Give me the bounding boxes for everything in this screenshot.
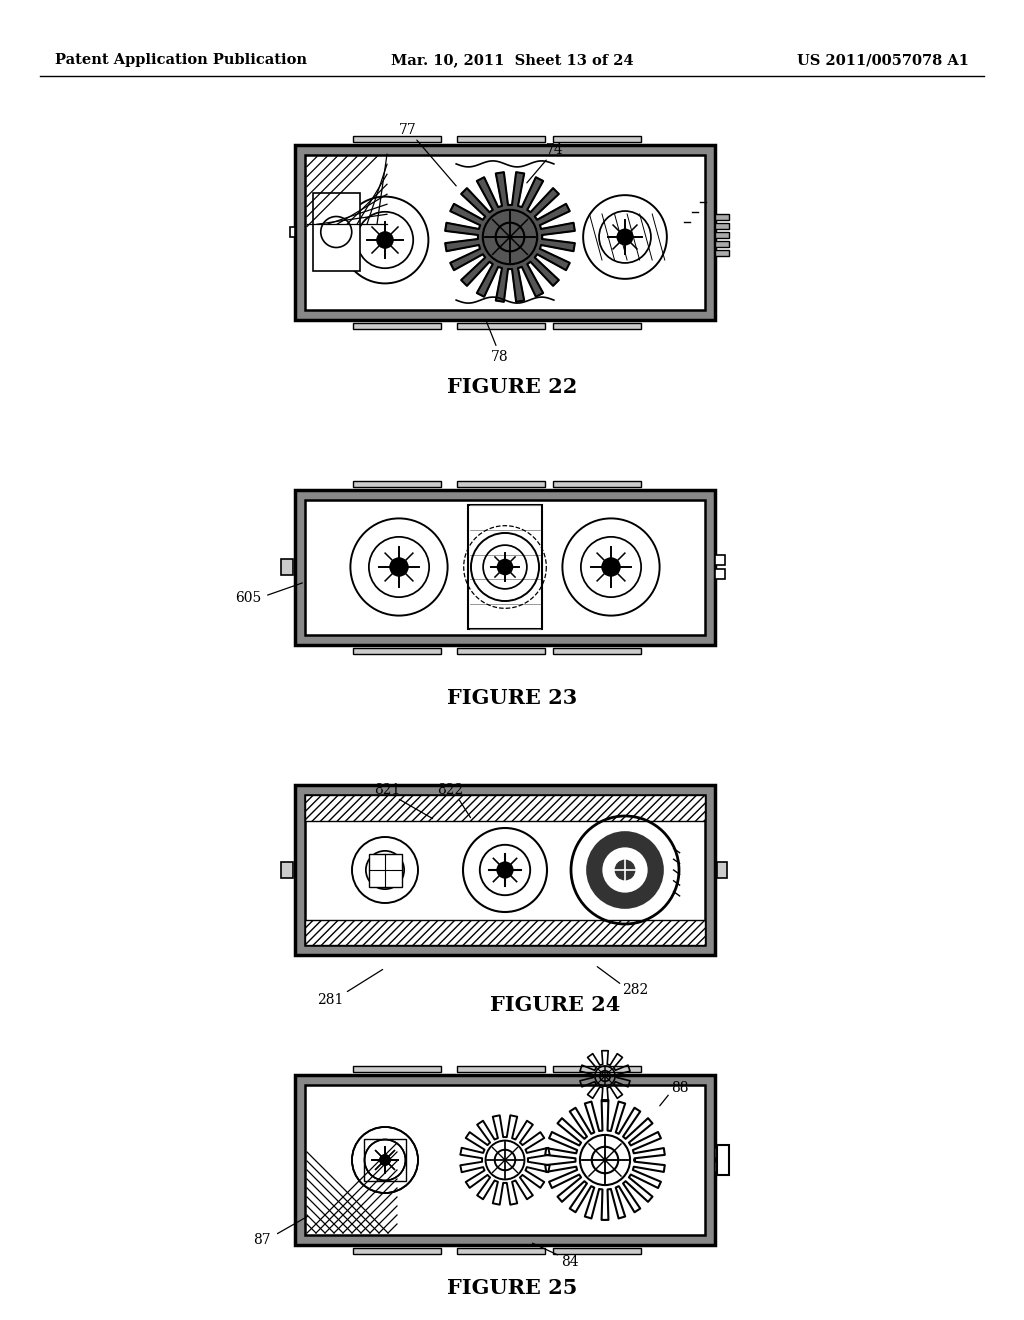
Bar [281,862,293,878]
Circle shape [380,1155,390,1166]
Text: Patent Application Publication: Patent Application Publication [55,53,307,67]
Circle shape [602,558,620,576]
Bar [353,480,441,487]
Text: 822: 822 [437,783,463,797]
Bar [295,785,715,954]
Bar [305,795,705,945]
Bar [364,1139,407,1181]
Circle shape [380,1155,390,1166]
Circle shape [615,861,635,879]
Circle shape [603,849,646,891]
Bar [553,1247,641,1254]
Bar [305,154,705,309]
Bar [715,554,725,565]
Circle shape [390,558,408,576]
Circle shape [498,862,513,878]
Bar [305,1085,705,1236]
Bar [457,480,545,487]
Circle shape [377,232,393,248]
Text: 821: 821 [374,783,400,797]
Circle shape [498,560,512,574]
Bar [715,569,725,579]
Bar [305,795,705,821]
Bar [553,648,641,653]
Bar [715,249,729,256]
Bar [468,504,542,630]
Bar [281,558,293,576]
Bar [353,648,441,653]
Bar [457,1247,545,1254]
Bar [715,1162,725,1172]
Bar [715,242,729,247]
Text: 282: 282 [622,983,648,997]
Bar [553,1067,641,1072]
Bar [353,1247,441,1254]
Circle shape [587,832,663,908]
Bar [353,1067,441,1072]
Bar [715,1148,725,1158]
Bar [457,1067,545,1072]
Text: 77: 77 [399,123,417,137]
Text: FIGURE 23: FIGURE 23 [446,688,578,708]
Bar [295,490,715,644]
Text: 78: 78 [492,350,509,364]
Text: 281: 281 [316,993,343,1007]
Bar [369,854,401,887]
Bar [295,144,715,319]
Bar [717,1144,729,1175]
Bar [295,1074,715,1245]
Bar [305,499,705,635]
Text: 87: 87 [253,1233,270,1247]
Text: Mar. 10, 2011  Sheet 13 of 24: Mar. 10, 2011 Sheet 13 of 24 [391,53,633,67]
Bar [313,193,359,271]
Bar [353,136,441,141]
Bar [553,322,641,329]
Text: 605: 605 [234,591,261,605]
Text: FIGURE 22: FIGURE 22 [446,378,578,397]
Text: FIGURE 25: FIGURE 25 [446,1278,578,1298]
Bar [457,648,545,653]
Bar [353,322,441,329]
Bar [715,214,729,220]
Bar [290,227,295,238]
Bar [553,136,641,141]
Text: 88: 88 [672,1081,689,1096]
Bar [717,862,727,878]
Circle shape [379,865,391,876]
Polygon shape [445,172,574,302]
Bar [715,223,729,228]
Text: US 2011/0057078 A1: US 2011/0057078 A1 [797,53,969,67]
Text: FIGURE 24: FIGURE 24 [489,995,621,1015]
Bar [553,480,641,487]
Text: 84: 84 [561,1255,579,1269]
Bar [715,232,729,238]
Bar [305,920,705,945]
Circle shape [617,230,633,244]
Bar [457,322,545,329]
Bar [457,136,545,141]
Text: 74: 74 [546,143,564,157]
